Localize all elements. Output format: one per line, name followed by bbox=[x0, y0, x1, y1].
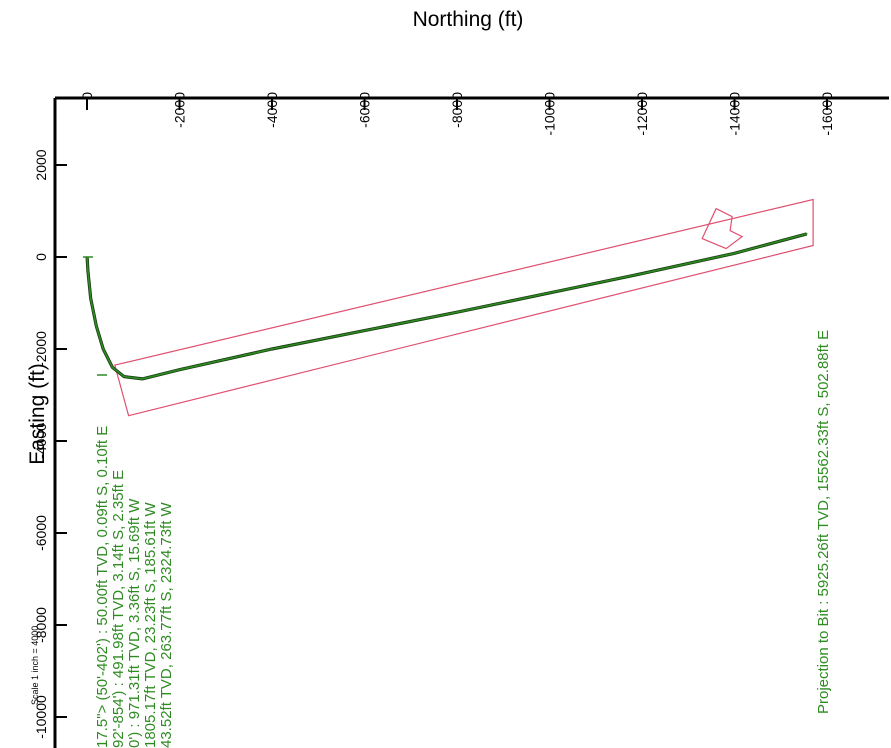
y-tick-label-1: 0 bbox=[33, 253, 49, 261]
x-tick-label-4: -8000 bbox=[449, 92, 465, 128]
x-tick-label-1: -2000 bbox=[172, 92, 188, 128]
series-0-point-10 bbox=[363, 329, 366, 332]
y-tick-label-3: -4000 bbox=[33, 423, 49, 459]
x-tick-label-7: -14000 bbox=[727, 92, 743, 136]
annotation-2: 0') : 971.31ft TVD, 3.36ft S, 15.69ft W bbox=[126, 498, 143, 748]
y-tick-label-4: -6000 bbox=[33, 515, 49, 551]
marks-group bbox=[83, 198, 814, 417]
x-tick-label-5: -10000 bbox=[542, 92, 558, 136]
scale-note: Scale 1 inch = 4000 bbox=[30, 626, 40, 705]
series-0-point-11 bbox=[456, 311, 458, 314]
x-tick-label-2: -4000 bbox=[264, 92, 280, 128]
series-0-point-9 bbox=[271, 348, 273, 350]
x-tick-label-8: -16000 bbox=[819, 92, 835, 136]
series-0-point-15 bbox=[805, 233, 808, 235]
y-tick-label-2: -2000 bbox=[33, 331, 49, 367]
annotation-0: 17.5"> (50'-402') : 50.00ft TVD, 0.09ft … bbox=[94, 426, 111, 748]
axes-group bbox=[53, 96, 889, 748]
x-axis-label: Northing (ft) bbox=[413, 8, 524, 31]
y-tick-group: 2000 0 -2000 -4000 -6000 -8000 -10000 bbox=[33, 149, 67, 739]
annotation-group: 17.5"> (50'-402') : 50.00ft TVD, 0.09ft … bbox=[94, 330, 832, 748]
series-0-point-6 bbox=[123, 375, 125, 378]
target-box bbox=[114, 198, 814, 417]
y-tick-label-5: -8000 bbox=[33, 607, 49, 643]
series-0-line bbox=[86, 233, 807, 380]
series-0-point-1 bbox=[87, 270, 89, 272]
series-0-point-3 bbox=[95, 325, 98, 327]
annotation-5: Projection to Bit : 5925.26ft TVD, 15562… bbox=[815, 330, 832, 714]
series-0-point-7 bbox=[141, 378, 144, 380]
series-0-point-13 bbox=[641, 272, 643, 275]
x-tick-label-6: -12000 bbox=[634, 92, 650, 136]
series-0-point-5 bbox=[111, 366, 114, 369]
x-tick-label-0: 0 bbox=[79, 92, 95, 100]
y-tick-label-6: -10000 bbox=[33, 695, 49, 739]
series-0-point-4 bbox=[102, 348, 104, 350]
series-0-point-14 bbox=[733, 252, 736, 255]
target-notch bbox=[701, 207, 744, 250]
y-tick-label-0: 2000 bbox=[33, 149, 49, 180]
y-axis-label: Easting (ft) bbox=[26, 363, 49, 465]
x-tick-group: 0 -2000 -4000 -6000 -8000 -10000 -12000 -14000 -… bbox=[79, 92, 835, 136]
series-0-point-12 bbox=[548, 292, 551, 294]
series-0-point-2 bbox=[89, 297, 92, 300]
series-0-shadow bbox=[85, 232, 808, 381]
series-0-point-8 bbox=[178, 368, 181, 371]
annotation-4: 43.52ft TVD, 263.77ft S, 2324.73ft W bbox=[158, 501, 175, 748]
annotation-1: 92'-854') : 491.98ft TVD, 3.14ft S, 2.35… bbox=[110, 470, 127, 748]
annotation-3: 1805.17ft TVD, 23.23ft S, 185.61ft W bbox=[142, 501, 159, 748]
x-tick-label-3: -6000 bbox=[357, 92, 373, 128]
